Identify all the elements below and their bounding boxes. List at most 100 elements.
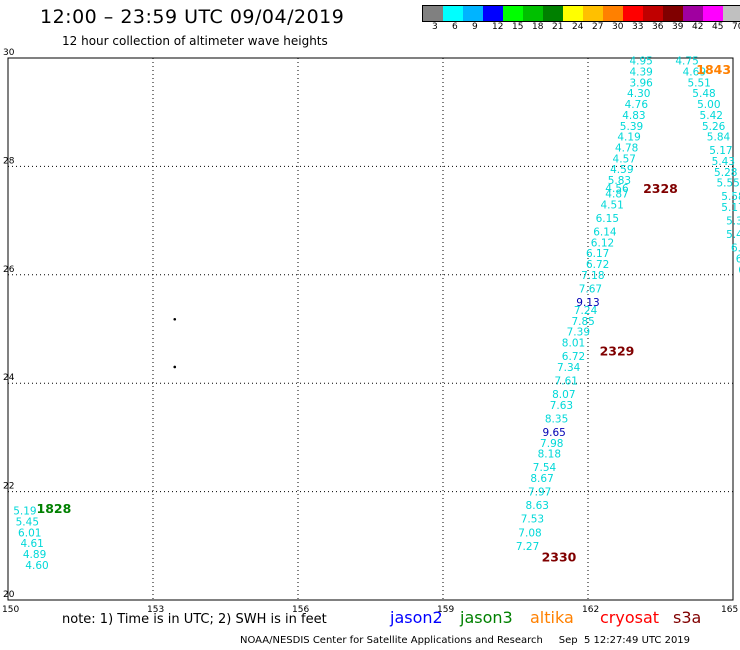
data-point-label: 4.59 xyxy=(610,164,633,176)
satellite-label-cryosat: cryosat xyxy=(600,608,660,627)
data-point-label: 6.01 xyxy=(18,527,41,539)
satellite-label-altika: altika xyxy=(530,608,574,627)
legend-label: 6 xyxy=(452,22,458,32)
legend-swatch xyxy=(523,6,543,21)
data-point-label: 8.18 xyxy=(538,449,561,461)
legend-swatch xyxy=(503,6,523,21)
legend-label: 42 xyxy=(692,22,704,32)
pass-time-label: 2328 xyxy=(643,181,678,196)
x-tick-label: 156 xyxy=(292,605,309,615)
data-point-label: 6.15 xyxy=(596,213,619,225)
data-point-label: 7.53 xyxy=(521,514,544,526)
legend-swatch xyxy=(443,6,463,21)
data-point-label: 6.12 xyxy=(591,237,614,249)
data-point-label: 7.97 xyxy=(528,487,551,499)
pass-time-label: 1843 xyxy=(696,62,731,77)
data-point-label: 6.47 xyxy=(731,243,740,255)
data-point-label: 7.54 xyxy=(533,462,557,474)
pass-time-label: 2329 xyxy=(600,344,635,359)
data-point-label: 5.34 xyxy=(726,216,740,228)
data-point-label: 6.72 xyxy=(586,259,609,271)
legend-label: 21 xyxy=(552,22,564,32)
data-point-label: 5.39 xyxy=(620,121,643,133)
data-dot xyxy=(173,317,177,321)
legend-label: 3 xyxy=(432,22,438,32)
legend-swatch xyxy=(603,6,623,21)
data-point-label: 8.01 xyxy=(562,338,585,350)
satellite-label-jason3: jason3 xyxy=(460,608,513,627)
data-point-label: 6.72 xyxy=(562,351,585,363)
data-point-label: 5.17 xyxy=(709,145,732,157)
data-point-label: 7.67 xyxy=(579,283,602,295)
y-tick-label: 30 xyxy=(3,48,15,58)
data-point-label: 6.52 xyxy=(738,264,740,276)
data-point-label: 5.19 xyxy=(13,506,36,518)
data-point-label: 7.39 xyxy=(567,327,590,339)
data-point-label: 5.26 xyxy=(702,121,726,133)
legend-label: 24 xyxy=(572,22,584,32)
data-point-label: 4.75 xyxy=(675,56,698,68)
chart-title: 12:00 – 23:59 UTC 09/04/2019 xyxy=(40,6,345,28)
y-tick-label: 20 xyxy=(3,590,15,600)
data-point-label: 4.61 xyxy=(20,538,43,550)
x-tick-label: 159 xyxy=(437,605,454,615)
data-point-label: 8.07 xyxy=(552,389,575,401)
legend-label: 15 xyxy=(512,22,524,32)
data-point-label: 4.76 xyxy=(625,99,649,111)
data-point-label: 7.27 xyxy=(516,541,539,553)
data-point-label: 6.18 xyxy=(736,254,740,266)
legend-swatch xyxy=(683,6,703,21)
data-point-label: 4.60 xyxy=(25,560,48,572)
color-scale-labels: 36912151821242730333639424570(ft) xyxy=(422,22,740,34)
legend-swatch xyxy=(643,6,663,21)
data-point-label: 7.24 xyxy=(574,305,598,317)
legend-swatch xyxy=(563,6,583,21)
satellite-label-jason2: jason2 xyxy=(390,608,443,627)
data-point-label: 7.85 xyxy=(571,316,594,328)
legend-swatch xyxy=(483,6,503,21)
data-point-label: 5.00 xyxy=(697,99,720,111)
data-point-label: 4.39 xyxy=(629,67,652,79)
data-point-label: 4.78 xyxy=(615,142,638,154)
legend-label: 36 xyxy=(652,22,664,32)
footer-note: note: 1) Time is in UTC; 2) SWH is in fe… xyxy=(62,612,327,627)
data-point-label: 4.57 xyxy=(613,153,636,165)
data-point-label: 7.18 xyxy=(581,270,604,282)
x-tick-label: 162 xyxy=(582,605,599,615)
data-point-label: 5.41 xyxy=(726,229,740,241)
data-point-label: 5.43 xyxy=(712,156,735,168)
legend-label: 27 xyxy=(592,22,604,32)
data-point-label: 5.45 xyxy=(16,516,39,528)
y-tick-label: 26 xyxy=(3,265,15,275)
data-point-label: 4.87 xyxy=(605,189,628,201)
color-scale-legend xyxy=(422,5,740,22)
legend-swatch xyxy=(703,6,723,21)
data-point-label: 5.51 xyxy=(687,77,710,89)
legend-label: 39 xyxy=(672,22,684,32)
data-point-label: 8.63 xyxy=(526,500,549,512)
legend-swatch xyxy=(623,6,643,21)
legend-swatch xyxy=(463,6,483,21)
chart-subtitle: 12 hour collection of altimeter wave hei… xyxy=(62,34,328,48)
data-point-label: 5.42 xyxy=(700,110,723,122)
credit-line: NOAA/NESDIS Center for Satellite Applica… xyxy=(240,635,691,646)
data-dot xyxy=(173,365,177,369)
legend-label: 12 xyxy=(492,22,504,32)
satellite-label-s3a: s3a xyxy=(673,608,702,627)
y-tick-label: 24 xyxy=(3,373,15,383)
data-point-label: 7.63 xyxy=(550,400,573,412)
data-point-label: 4.56 xyxy=(605,183,629,195)
data-point-label: 4.19 xyxy=(617,132,640,144)
data-point-label: 8.67 xyxy=(530,473,553,485)
legend-swatch xyxy=(663,6,683,21)
data-point-label: 5.48 xyxy=(692,88,715,100)
data-point-label: 7.34 xyxy=(557,362,581,374)
legend-label: 45 xyxy=(712,22,724,32)
data-point-label: 5.83 xyxy=(608,175,631,187)
data-point-label: 7.61 xyxy=(555,375,578,387)
data-point-label: 5.55 xyxy=(716,178,739,190)
x-tick-label: 150 xyxy=(2,605,19,615)
data-point-label: 4.89 xyxy=(23,549,46,561)
legend-swatch xyxy=(583,6,603,21)
